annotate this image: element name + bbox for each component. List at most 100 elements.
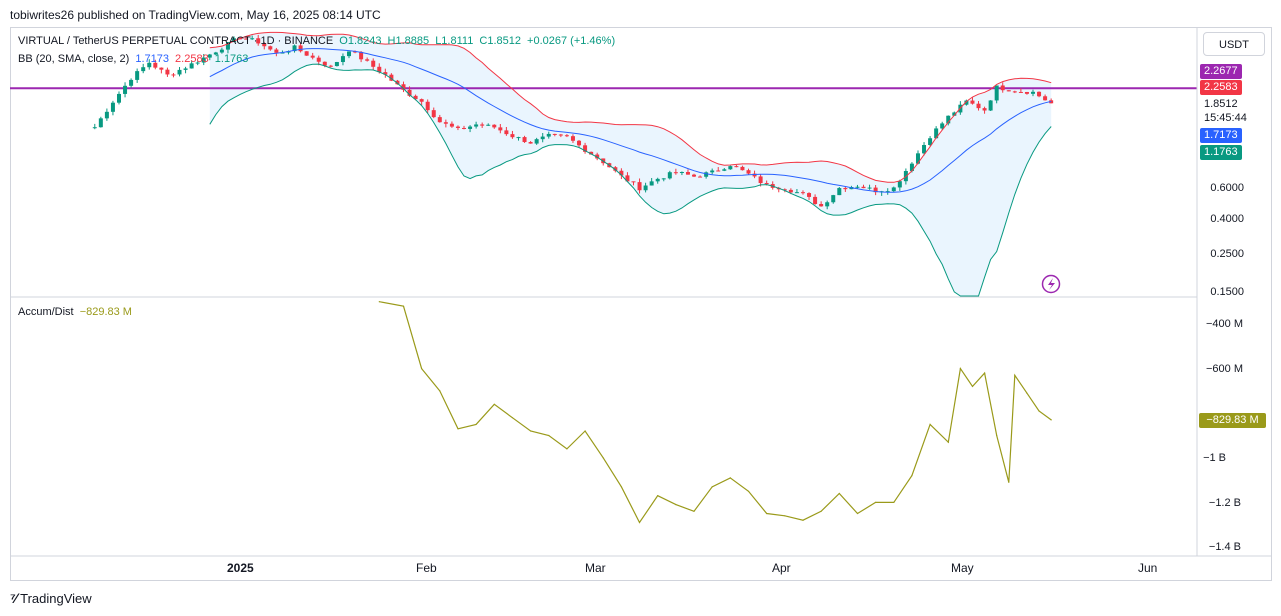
candle xyxy=(383,68,388,78)
candle-body xyxy=(213,52,218,55)
candle-body xyxy=(516,137,521,139)
candle xyxy=(510,130,515,139)
candle-body xyxy=(746,170,751,174)
candle-body xyxy=(328,65,333,67)
candle xyxy=(365,57,370,62)
candle xyxy=(855,184,860,189)
ohlc-open: O1.8243 xyxy=(339,35,382,47)
ad-legend[interactable]: Accum/Dist −829.83 M xyxy=(18,306,135,318)
candle xyxy=(728,165,733,170)
symbol-legend[interactable]: VIRTUAL / TetherUS PERPETUAL CONTRACT · … xyxy=(18,35,618,47)
candle-body xyxy=(734,166,739,168)
bb-basis-line xyxy=(209,48,1052,193)
candle xyxy=(794,189,799,194)
ad-point xyxy=(729,477,731,479)
candle-body xyxy=(498,127,503,131)
candle-body xyxy=(570,136,575,141)
candle-body xyxy=(831,195,836,203)
tradingview-brand[interactable]: ⁷⁄ TradingView xyxy=(10,590,92,606)
candle xyxy=(437,114,442,123)
candle-body xyxy=(189,63,194,69)
upper-band-price-tag: 2.2583 xyxy=(1200,80,1242,95)
candle-body xyxy=(340,56,345,63)
ad-point xyxy=(1050,419,1052,421)
candle xyxy=(1006,90,1011,92)
candle xyxy=(558,133,563,138)
candle xyxy=(1043,94,1048,101)
ad-tick: −1.2 B xyxy=(1208,497,1241,509)
candle xyxy=(516,136,521,141)
candle-body xyxy=(922,145,927,154)
bb-legend[interactable]: BB (20, SMA, close, 2) 1.7173 2.2583 1.1… xyxy=(18,53,251,65)
candle xyxy=(256,34,261,46)
candle xyxy=(328,64,333,68)
candle-body xyxy=(425,101,430,111)
candle xyxy=(177,67,182,77)
candle-body xyxy=(752,173,757,177)
candle-body xyxy=(474,124,479,127)
candle xyxy=(661,178,666,182)
candle-body xyxy=(244,38,249,40)
candle-body xyxy=(994,85,999,101)
candle-body xyxy=(534,139,539,144)
candle-body xyxy=(492,124,497,128)
ohlc-close: C1.8512 xyxy=(479,35,521,47)
price-tick: 0.2500 xyxy=(1210,248,1244,260)
candle xyxy=(873,184,878,196)
candle xyxy=(867,184,872,190)
accum-dist-line xyxy=(378,301,1052,524)
chart-frame xyxy=(10,27,1272,581)
band-fill-area xyxy=(209,32,1052,297)
candle-body xyxy=(970,100,975,104)
bb-lower-value: 1.1763 xyxy=(214,53,249,65)
candle xyxy=(262,41,267,50)
ad-point xyxy=(457,428,459,430)
candle xyxy=(129,78,134,88)
candle-body xyxy=(1030,91,1035,94)
candle-body xyxy=(837,188,842,196)
candle xyxy=(643,182,648,193)
ad-tick: −1 B xyxy=(1203,452,1226,464)
candle-body xyxy=(655,178,660,182)
candle xyxy=(540,133,545,143)
candle-body xyxy=(225,42,230,50)
candle-body xyxy=(934,128,939,139)
candle xyxy=(673,168,678,175)
ad-point xyxy=(511,417,513,419)
ad-point xyxy=(439,390,441,392)
ad-point xyxy=(402,305,405,307)
candle-body xyxy=(1024,91,1029,94)
candle xyxy=(401,81,406,93)
ad-point xyxy=(929,423,931,425)
candle-body xyxy=(685,171,690,175)
candle xyxy=(153,59,158,70)
candle xyxy=(982,106,987,114)
candle xyxy=(304,51,309,56)
candle-body xyxy=(758,176,763,184)
candle xyxy=(807,192,812,200)
ad-point xyxy=(838,492,840,495)
candle xyxy=(213,51,218,56)
candle-body xyxy=(946,115,951,124)
candle-body xyxy=(667,172,672,179)
ad-point xyxy=(693,510,695,512)
candle xyxy=(274,47,279,57)
candle-body xyxy=(583,145,588,152)
ad-name: Accum/Dist xyxy=(18,306,74,318)
candle-body xyxy=(232,38,236,43)
candle xyxy=(679,171,684,176)
candle-body xyxy=(909,163,914,172)
candle xyxy=(201,53,206,66)
candle xyxy=(988,100,993,112)
ad-tick: −400 M xyxy=(1206,318,1243,330)
currency-button[interactable]: USDT xyxy=(1203,32,1265,56)
candle xyxy=(922,142,927,156)
candle xyxy=(298,43,303,53)
candle xyxy=(268,45,273,51)
ad-point xyxy=(530,430,532,432)
candle-body xyxy=(419,99,424,102)
candle-body xyxy=(710,170,715,173)
candle xyxy=(813,194,818,205)
candle-body xyxy=(310,55,315,58)
